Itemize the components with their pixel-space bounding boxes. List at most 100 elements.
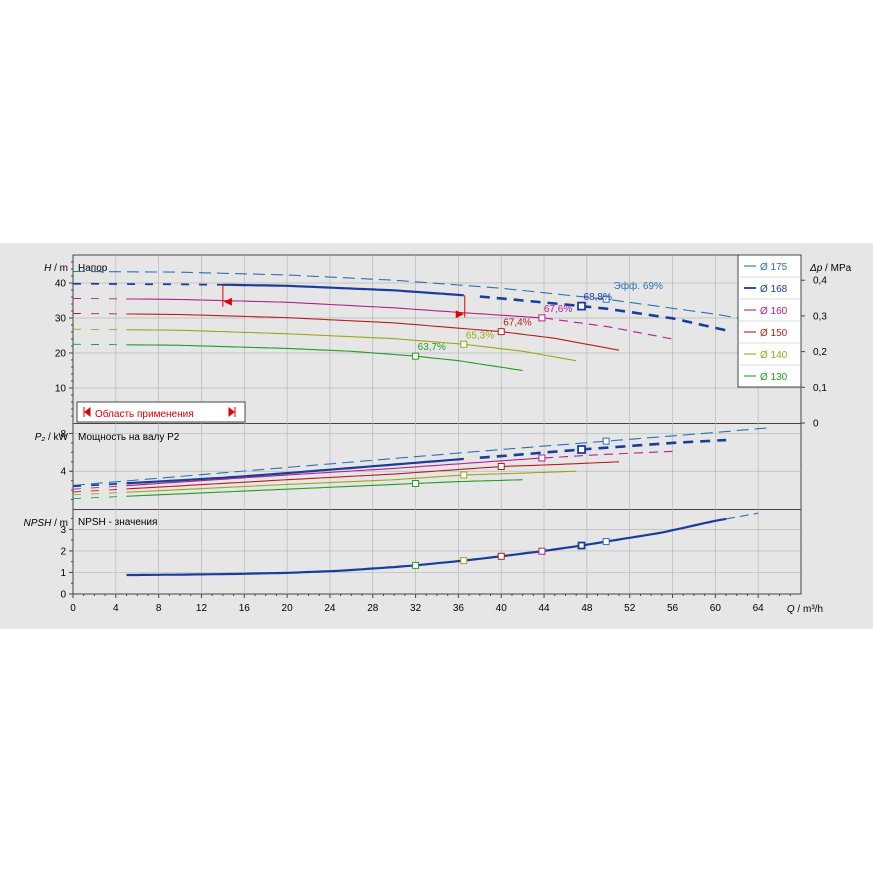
bep-marker [577, 445, 586, 454]
bep-efficiency-label: 63,7% [418, 342, 446, 353]
range-end-arrow-icon [455, 310, 464, 319]
range-start-arrow-icon [223, 297, 232, 306]
application-range-box: Область применения [76, 401, 246, 423]
npsh-axis-label: NPSH / m [24, 518, 68, 529]
x-tick-label: 52 [624, 603, 636, 614]
curve-dashed-segment [544, 450, 673, 459]
plot-frame [72, 254, 802, 595]
bep-marker [412, 480, 420, 487]
curve-dashed-segment [479, 438, 727, 459]
pump-curve-panel: Напор Мощность на валу P2 NPSH - значени… [0, 243, 873, 629]
y-tick-label: 30 [55, 314, 67, 325]
series-160-panel1 [73, 450, 673, 490]
npsh-line [126, 517, 727, 577]
curve-solid-segment [126, 344, 523, 372]
head-axis-label: H / m [44, 263, 68, 274]
curve-solid-segment [126, 298, 545, 319]
x-tick-label: 60 [710, 603, 722, 614]
curve-line [73, 427, 769, 486]
bep-marker [577, 301, 586, 311]
curve-dashed-segment [544, 317, 673, 340]
application-range-markers [222, 284, 466, 319]
y2-tick-label: 0,3 [813, 311, 827, 322]
x-tick-label: 28 [367, 603, 379, 614]
y-tick-label: 3 [60, 525, 66, 536]
series-168-panel1 [73, 438, 727, 488]
curve-solid-segment [126, 470, 577, 493]
bep-marker [460, 471, 468, 479]
series-175-panel0 [73, 270, 759, 323]
x-tick-label: 48 [581, 603, 593, 614]
y-tick-label: 40 [55, 279, 67, 290]
legend-item-label: Ø 175 [760, 262, 788, 273]
bep-marker [497, 328, 505, 336]
bep-marker [538, 314, 546, 322]
x-tick-label: 20 [282, 603, 294, 614]
bep-efficiency-label: 68,8% [584, 292, 612, 303]
head-panel-title: Напор [78, 263, 108, 274]
y2-tick-label: 0 [813, 419, 819, 430]
pump-curves-chart: Напор Мощность на валу P2 NPSH - значени… [24, 254, 852, 615]
bep-efficiency-label: 67,6% [544, 304, 572, 315]
x-tick-label: 64 [753, 603, 765, 614]
bep-marker [538, 454, 546, 462]
power-panel-title: Мощность на валу P2 [78, 432, 180, 443]
flow-axis-label: Q / m³/h [787, 604, 823, 615]
series-130-panel1 [73, 479, 523, 500]
x-tick-label: 16 [239, 603, 251, 614]
series-150-panel1 [73, 461, 620, 493]
range-right-marker-icon [228, 406, 236, 418]
x-tick-label: 32 [410, 603, 422, 614]
curve-solid-segment [126, 479, 523, 497]
bep-efficiency-label: 67,4% [503, 318, 531, 329]
y-tick-label: 1 [60, 568, 66, 579]
bep-marker [412, 352, 420, 360]
y2-tick-label: 0,4 [813, 276, 827, 287]
series-175-panel1 [73, 427, 769, 486]
npsh-marker [577, 541, 586, 550]
curve-solid-segment [126, 313, 620, 351]
x-tick-label: 40 [496, 603, 508, 614]
legend-item-label: Ø 130 [760, 372, 788, 383]
y-tick-label: 10 [55, 384, 67, 395]
y-tick-label: 4 [60, 467, 66, 478]
series-150-panel0 [73, 313, 620, 351]
x-tick-label: 44 [538, 603, 550, 614]
curve-dashed-segment [73, 282, 223, 286]
npsh-curve [126, 512, 759, 577]
curve-solid-segment [222, 283, 464, 297]
legend-item-label: Ø 150 [760, 328, 788, 339]
series-130-panel0 [73, 343, 523, 372]
grid [73, 255, 801, 594]
application-range-label: Область применения [95, 408, 194, 420]
curve-line [73, 270, 759, 323]
axis-ticks: 0 4 8 12 16 20 24 28 32 36 40 44 48 52 56 60 64102030404… [55, 261, 827, 614]
npsh-marker [460, 557, 468, 565]
range-left-marker-icon [83, 406, 91, 418]
curve-dashed-segment [479, 295, 727, 332]
efficiency-label: Эфф. 69% [614, 280, 663, 292]
power-axis-label: P₂ / kW [35, 432, 69, 443]
legend: Ø 175 Ø 168 Ø 160 Ø 150 Ø 140 Ø 130 [737, 254, 802, 388]
bep-marker [602, 295, 610, 303]
curve-solid-segment [126, 457, 464, 485]
y2-tick-label: 0,1 [813, 383, 827, 394]
series-168-panel0 [73, 282, 727, 332]
legend-item-label: Ø 140 [760, 350, 788, 361]
legend-item-label: Ø 160 [760, 306, 788, 317]
y2-tick-label: 0,2 [813, 347, 827, 358]
curve-solid-segment [126, 461, 620, 490]
series-140-panel1 [73, 470, 577, 496]
bep-marker [497, 463, 505, 470]
y-tick-label: 2 [60, 546, 66, 557]
npsh-marker [412, 561, 420, 569]
point-labels: 68,8% 67,6% 67,4% 65,3% 63,7% Эфф. 69% [418, 280, 663, 353]
npsh-marker [497, 552, 505, 560]
curve-solid-segment [126, 457, 545, 487]
npsh-marker [538, 547, 546, 555]
x-tick-label: 24 [324, 603, 336, 614]
y-tick-label: 0 [60, 590, 66, 601]
curves [73, 270, 769, 577]
bep-marker [460, 340, 468, 348]
curve-solid-segment [126, 329, 577, 362]
